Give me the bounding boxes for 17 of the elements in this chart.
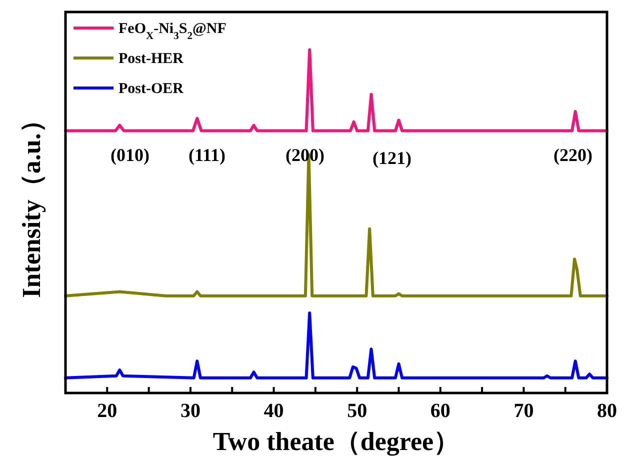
x-tick-label: 40 (264, 400, 284, 422)
x-tick-label: 70 (514, 400, 534, 422)
legend-label: FeO$_{X}$-Ni$_{3}$S$_{2}$@NF (118, 21, 226, 42)
x-tick-label: 50 (347, 400, 368, 422)
x-axis-title: Two theate（degree） (212, 427, 460, 456)
x-tick-label: 80 (597, 400, 617, 422)
x-tick-label: 20 (97, 400, 118, 422)
annotation: (010) (110, 145, 150, 165)
x-tick-label: 30 (180, 400, 200, 422)
legend-label: Post-OER (118, 81, 184, 97)
annotation: (200) (286, 145, 324, 165)
annotation: (111) (188, 145, 226, 165)
legend-label: Post-HER (118, 51, 184, 67)
x-tick-label: 60 (430, 400, 450, 422)
y-axis-title: Intensity（a.u.） (17, 107, 46, 298)
annotation: (220) (554, 145, 592, 165)
annotation: (121) (372, 148, 412, 168)
